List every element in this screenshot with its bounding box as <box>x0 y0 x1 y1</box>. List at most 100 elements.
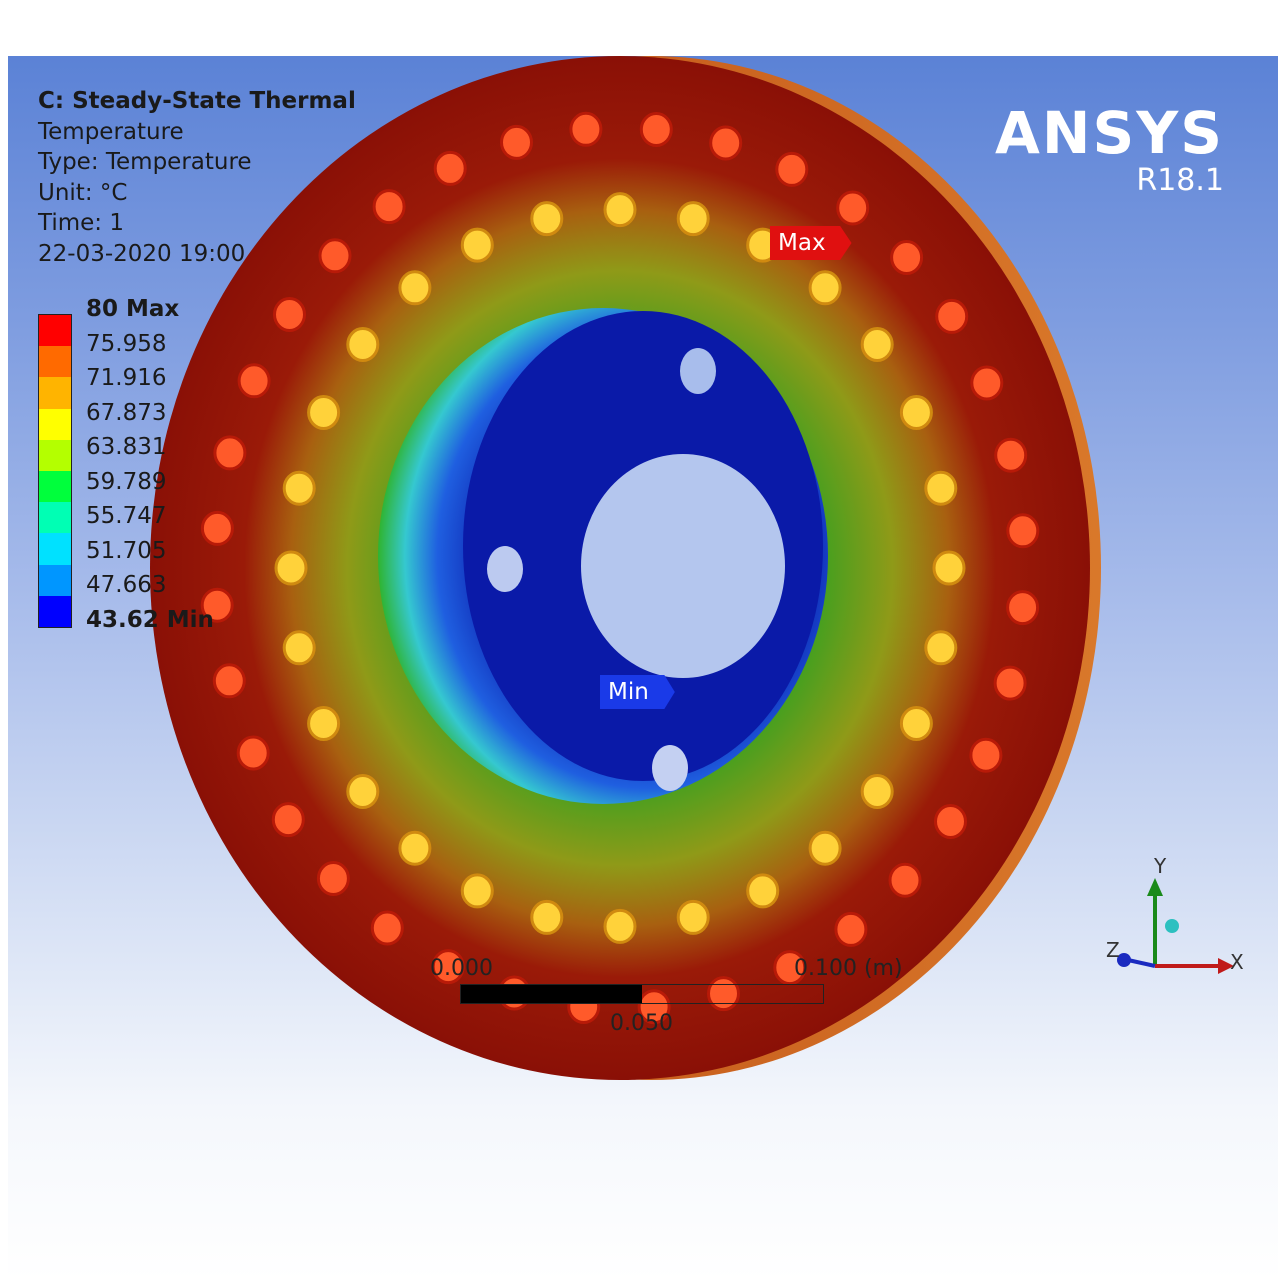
cooling-hole <box>273 297 306 332</box>
y-arrowhead-icon <box>1147 878 1163 896</box>
cooling-hole <box>899 706 933 741</box>
cooling-hole <box>530 899 564 935</box>
color-legend-bar[interactable] <box>38 314 72 628</box>
center-bore <box>581 454 785 678</box>
legend-band-5 <box>39 471 71 503</box>
cooling-hole <box>237 363 271 399</box>
bolt-hole <box>652 745 688 791</box>
cooling-hole <box>994 437 1028 473</box>
cooling-hole <box>316 861 350 896</box>
triad-origin-icon <box>1165 919 1179 933</box>
brand-name: ANSYS <box>995 99 1224 167</box>
z-axis-arrow <box>1127 958 1156 968</box>
cooling-hole <box>1006 513 1040 549</box>
cooling-hole <box>775 151 809 187</box>
legend-label-9: 43.62 Min <box>86 606 214 633</box>
cooling-hole <box>372 189 406 225</box>
legend-band-9 <box>39 595 71 628</box>
cooling-hole <box>460 873 494 909</box>
legend-band-3 <box>39 408 71 440</box>
cooling-hole <box>346 774 380 809</box>
cooling-hole <box>213 435 247 471</box>
cooling-hole <box>282 630 316 666</box>
cooling-hole <box>398 270 432 306</box>
legend-band-7 <box>39 533 71 565</box>
legend-label-6: 55.747 <box>86 503 167 529</box>
max-probe-label[interactable]: Max <box>770 226 852 260</box>
cooling-hole <box>707 976 740 1012</box>
legend-band-8 <box>39 564 71 596</box>
result-time: Time: 1 <box>38 210 124 236</box>
legend-band-2 <box>39 377 71 409</box>
y-axis-label: Y <box>1154 854 1167 878</box>
cooling-hole <box>398 830 432 866</box>
legend-label-0: 80 Max <box>86 296 180 322</box>
cooling-hole <box>236 735 270 771</box>
cooling-hole <box>346 327 380 362</box>
result-type: Type: Temperature <box>38 149 252 175</box>
legend-label-7: 51.705 <box>86 537 167 564</box>
cooling-hole <box>460 227 494 263</box>
bolt-hole <box>680 348 716 394</box>
cooling-hole <box>935 298 969 334</box>
legend-label-1: 75.958 <box>86 330 167 357</box>
cooling-hole <box>993 665 1027 701</box>
z-arrowhead-icon <box>1117 953 1131 967</box>
cooling-hole <box>890 240 924 275</box>
cooling-hole <box>569 111 603 147</box>
cooling-hole <box>934 804 967 839</box>
cooling-hole <box>808 270 842 306</box>
axis-triad[interactable] <box>1100 856 1250 986</box>
cooling-hole <box>860 774 894 809</box>
cooling-hole <box>860 327 894 362</box>
legend-label-3: 67.873 <box>86 399 167 426</box>
cooling-hole <box>318 238 352 274</box>
scale-left-label: 0.000 <box>430 956 493 981</box>
analysis-title: C: Steady-State Thermal <box>38 88 356 114</box>
cooling-hole <box>200 587 234 623</box>
cooling-hole <box>370 910 404 946</box>
graphics-viewport[interactable]: C: Steady-State Thermal Temperature Type… <box>8 56 1278 1280</box>
scale-middle-label: 0.050 <box>610 1011 673 1036</box>
cooling-hole <box>834 911 868 947</box>
cooling-hole <box>212 663 246 699</box>
legend-label-2: 71.916 <box>86 365 167 391</box>
legend-label-4: 63.831 <box>86 434 167 460</box>
cooling-hole <box>603 192 637 228</box>
cooling-hole <box>924 470 958 506</box>
result-name: Temperature <box>38 118 184 145</box>
legend-band-4 <box>39 439 71 472</box>
cooling-hole <box>282 470 316 506</box>
cooling-hole <box>924 630 958 666</box>
cooling-hole <box>899 395 933 430</box>
cooling-hole <box>1006 590 1040 626</box>
legend-label-5: 59.789 <box>86 468 167 495</box>
cooling-hole <box>746 873 780 909</box>
cooling-hole <box>603 908 637 944</box>
cooling-hole <box>676 201 710 237</box>
cooling-hole <box>709 125 743 161</box>
cooling-hole <box>307 706 341 741</box>
ansys-logo: ANSYS R18.1 <box>995 102 1224 198</box>
x-axis-label: X <box>1230 950 1244 974</box>
cooling-hole <box>530 201 564 237</box>
cooling-hole <box>500 124 533 160</box>
cooling-hole <box>274 550 308 586</box>
cooling-hole <box>637 989 671 1025</box>
legend-label-8: 47.663 <box>86 572 167 598</box>
cooling-hole <box>932 550 966 586</box>
legend-band-6 <box>39 502 71 534</box>
cooling-hole <box>676 899 710 935</box>
z-axis-label: Z <box>1106 938 1120 962</box>
cooling-hole <box>639 112 673 147</box>
brake-disc-model[interactable] <box>8 56 1278 1280</box>
x-arrowhead-icon <box>1218 958 1234 974</box>
min-probe-label[interactable]: Min <box>600 675 675 709</box>
legend-band-1 <box>39 346 71 378</box>
cooling-hole <box>431 949 465 985</box>
cooling-hole <box>433 150 467 186</box>
scale-bar <box>460 984 824 1004</box>
bolt-hole <box>487 546 523 592</box>
cooling-hole <box>271 802 305 838</box>
cooling-hole <box>200 510 234 546</box>
